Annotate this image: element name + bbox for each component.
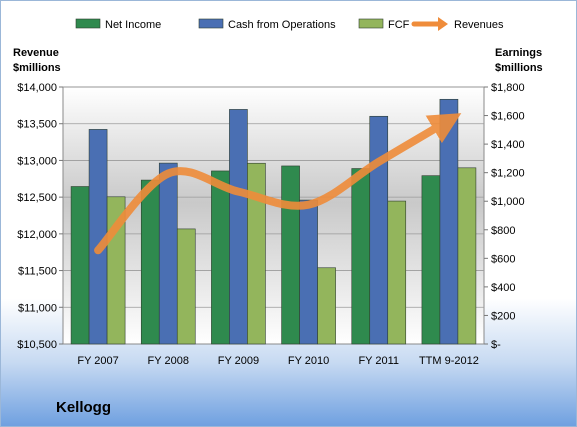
right-axis-tick-label: $1,200 (491, 168, 525, 180)
fcf-bar (457, 167, 477, 345)
net-income-bar (281, 165, 300, 345)
net-income-bar (70, 186, 90, 345)
legend-net-income: Net Income (75, 18, 161, 31)
right-axis-tick-label: $- (491, 339, 501, 351)
right-axis-tick-label: $800 (491, 225, 515, 237)
left-axis-tick-label: $10,500 (17, 339, 57, 351)
right-axis-title-line1: Earnings (495, 47, 542, 59)
x-axis-tick-label: FY 2009 (218, 355, 259, 367)
axes: $10,500 $11,000 $11,500 $12,000 $12,500 $13,0… (17, 82, 524, 367)
fcf-bar (176, 228, 196, 345)
cash-from-operations-bar (369, 115, 389, 345)
right-axis-tick-label: $1,800 (491, 82, 525, 94)
revenues-line (94, 113, 462, 255)
right-axis-tick-label: $400 (491, 282, 515, 294)
right-axis-tick-label: $200 (491, 310, 515, 322)
net-income-bar (421, 175, 441, 345)
plot-area (62, 86, 485, 345)
right-axis-title-line2: $millions (495, 62, 543, 74)
fcf-bar (387, 200, 407, 345)
net-income-bar (140, 179, 160, 345)
legend-label: Net Income (105, 19, 161, 31)
x-axis-tick-label: FY 2008 (148, 355, 189, 367)
left-axis-tick-label: $11,000 (18, 302, 57, 314)
gridlines (63, 86, 484, 308)
cash-from-operations-bar (158, 162, 178, 345)
revenue-line (94, 113, 462, 255)
left-axis-title-line2: $millions (13, 62, 61, 74)
left-axis-tick-label: $11,500 (18, 266, 57, 278)
company-name: Kellogg (56, 399, 111, 416)
right-axis-tick-label: $600 (491, 253, 515, 265)
left-axis-tick-label: $12,000 (17, 229, 57, 241)
fcf-bar (247, 162, 266, 345)
legend-cash-from-operations: Cash from Operations (198, 18, 336, 31)
legend-label: Cash from Operations (228, 19, 336, 31)
left-axis-tick-label: $12,500 (17, 192, 57, 204)
legend-arrow-head (438, 17, 448, 31)
net-income-bar (351, 168, 371, 345)
legend-swatch (198, 18, 224, 29)
right-axis-tick-label: $1,600 (491, 111, 525, 123)
left-axis-tick-label: $13,000 (17, 155, 57, 167)
left-axis-title-line1: Revenue (13, 47, 59, 59)
legend-revenues: Revenues (411, 17, 504, 31)
right-axis-tick-label: $1,400 (491, 139, 525, 151)
left-axis-tick-label: $13,500 (17, 119, 57, 131)
cash-from-operations-bar (229, 109, 248, 345)
x-axis-tick-label: FY 2007 (77, 355, 118, 367)
legend-label: FCF (388, 19, 410, 31)
fcf-bar (317, 267, 336, 345)
x-axis-tick-label: FY 2011 (358, 355, 399, 367)
right-axis-tick-label: $1,000 (491, 196, 525, 208)
legend-swatch (75, 18, 101, 29)
cash-from-operations-bar (439, 98, 459, 345)
legend: Net Income Cash from Operations FCF Revenue… (75, 17, 504, 31)
bars (70, 98, 477, 345)
legend-label: Revenues (454, 19, 504, 31)
x-axis-tick-label: FY 2010 (288, 355, 329, 367)
left-axis-tick-label: $14,000 (17, 82, 57, 94)
legend-fcf: FCF (358, 18, 410, 31)
legend-swatch (358, 18, 384, 29)
x-axis-tick-label: TTM 9-2012 (419, 355, 479, 367)
net-income-bar (211, 170, 230, 345)
cash-from-operations-bar (299, 199, 318, 345)
